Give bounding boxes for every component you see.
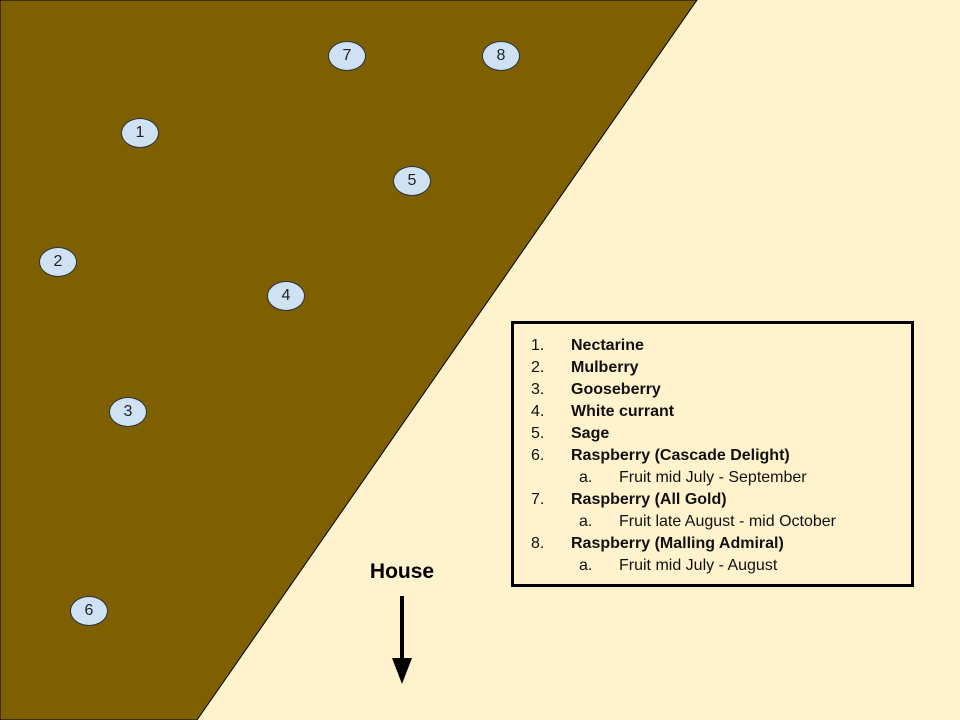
legend-item-label: Raspberry (All Gold) <box>571 491 727 508</box>
legend-item: 7. Raspberry (All Gold) a. Fruit late Augus… <box>531 489 911 533</box>
legend-item-number: 5. <box>531 425 545 442</box>
plant-marker-3: 3 <box>109 397 147 427</box>
legend-list: 1. Nectarine 2. Mulberry 3. Gooseberry 4. White… <box>531 335 911 577</box>
legend-subitem-number: a. <box>579 557 593 574</box>
legend-subitem-text: Fruit mid July - August <box>619 557 778 574</box>
legend-item-row: 2. Mulberry <box>531 357 911 379</box>
legend-item-row: 3. Gooseberry <box>531 379 911 401</box>
arrow-down-icon <box>392 596 412 684</box>
legend-item-label: Raspberry (Malling Admiral) <box>571 535 784 552</box>
legend-subitem: a. Fruit mid July - August <box>531 555 911 577</box>
legend-item: 8. Raspberry (Malling Admiral) a. Fruit mid… <box>531 533 911 577</box>
legend-subitem-number: a. <box>579 469 593 486</box>
legend-item: 3. Gooseberry <box>531 379 911 401</box>
legend-item-number: 2. <box>531 359 545 376</box>
legend-item-label: Sage <box>571 425 610 442</box>
legend-subitem: a. Fruit mid July - September <box>531 467 911 489</box>
plant-marker-7: 7 <box>328 41 366 71</box>
legend-item-label: White currant <box>571 403 675 420</box>
legend-item-number: 7. <box>531 491 545 508</box>
legend-subitem-number: a. <box>579 513 593 530</box>
legend-subitem-text: Fruit mid July - September <box>619 469 807 486</box>
legend-item-row: 4. White currant <box>531 401 911 423</box>
plant-marker-6: 6 <box>70 596 108 626</box>
legend-item: 2. Mulberry <box>531 357 911 379</box>
house-label: House <box>369 560 435 583</box>
plant-marker-8: 8 <box>482 41 520 71</box>
legend-item-number: 6. <box>531 447 545 464</box>
legend-item-row: 7. Raspberry (All Gold) <box>531 489 911 511</box>
legend-item-number: 1. <box>531 337 545 354</box>
legend-item-label: Mulberry <box>571 359 639 376</box>
plant-marker-1: 1 <box>121 118 159 148</box>
legend-item-label: Gooseberry <box>571 381 661 398</box>
legend-item: 4. White currant <box>531 401 911 423</box>
legend-subitem-text: Fruit late August - mid October <box>619 513 836 530</box>
legend-item-label: Raspberry (Cascade Delight) <box>571 447 790 464</box>
legend-item-number: 4. <box>531 403 545 420</box>
garden-bed-area <box>0 0 698 720</box>
legend-item-row: 5. Sage <box>531 423 911 445</box>
legend-item-label: Nectarine <box>571 337 644 354</box>
legend-box: 1. Nectarine 2. Mulberry 3. Gooseberry 4. White… <box>511 321 914 587</box>
legend-item-row: 8. Raspberry (Malling Admiral) <box>531 533 911 555</box>
legend-item-row: 6. Raspberry (Cascade Delight) <box>531 445 911 467</box>
plant-marker-5: 5 <box>393 166 431 196</box>
legend-item-row: 1. Nectarine <box>531 335 911 357</box>
legend-item: 5. Sage <box>531 423 911 445</box>
plant-marker-2: 2 <box>39 247 77 277</box>
legend-subitem: a. Fruit late August - mid October <box>531 511 911 533</box>
legend-item-number: 8. <box>531 535 545 552</box>
legend-item: 1. Nectarine <box>531 335 911 357</box>
plant-marker-4: 4 <box>267 281 305 311</box>
legend-item: 6. Raspberry (Cascade Delight) a. Fruit mid… <box>531 445 911 489</box>
legend-item-number: 3. <box>531 381 545 398</box>
